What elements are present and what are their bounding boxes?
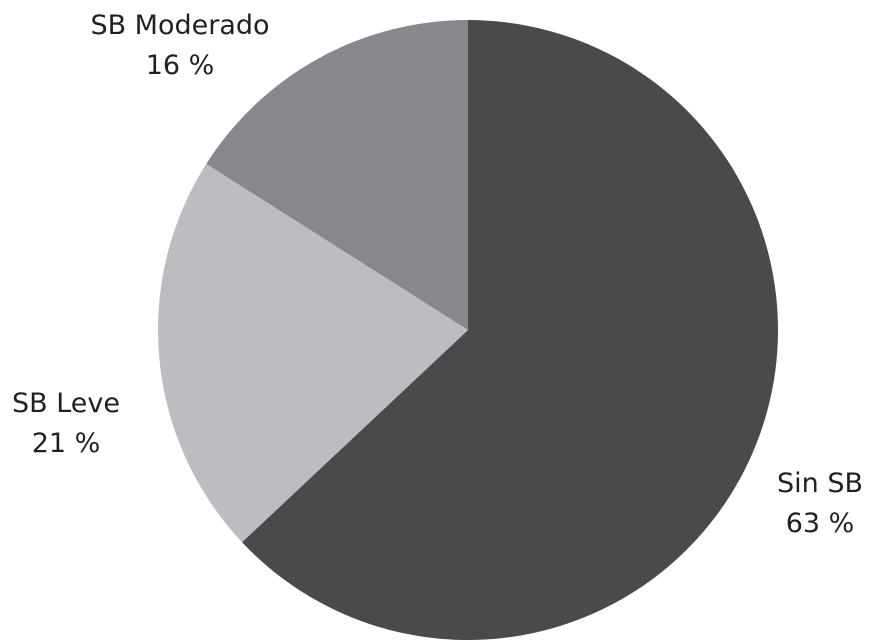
slice-value-label: 21 %	[32, 428, 101, 459]
slice-value-label: 16 %	[146, 50, 215, 81]
pie-slice-sb-moderado	[206, 19, 468, 330]
pie-labels: Sin SB 63 % SB Leve 21 % SB Moderado 16 %	[12, 10, 863, 539]
slice-label: SB Leve	[12, 388, 120, 419]
slice-value-label: 63 %	[786, 508, 855, 539]
pie-slices	[157, 19, 778, 640]
slice-label: Sin SB	[777, 468, 863, 499]
slice-label: SB Moderado	[90, 10, 269, 41]
pie-slice-sin-sb	[242, 20, 778, 640]
pie-slice-sb-leve	[157, 163, 468, 543]
